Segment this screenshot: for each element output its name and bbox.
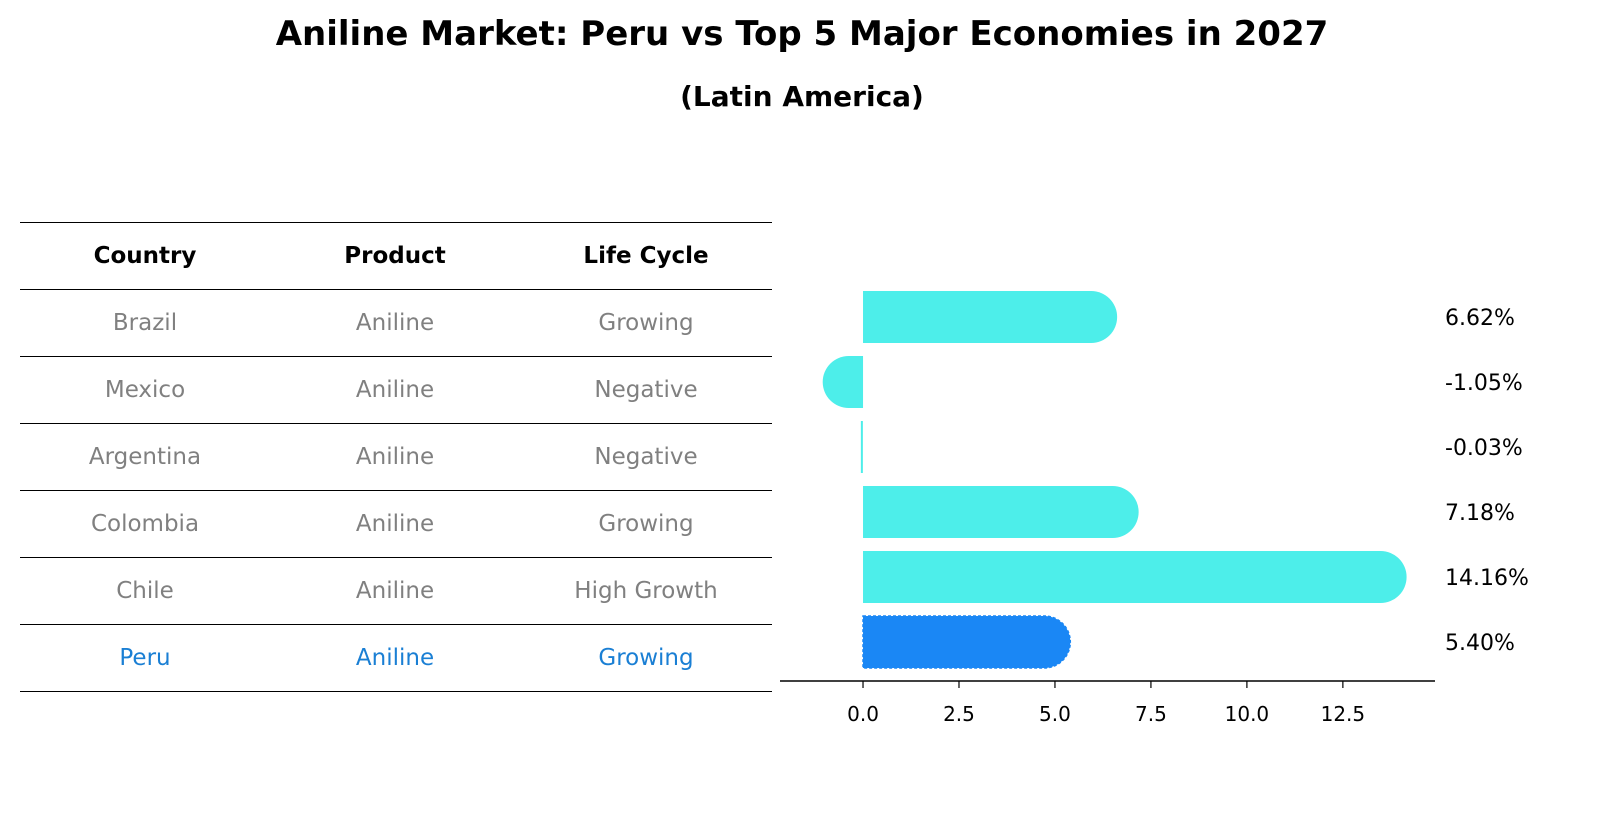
table-row: Chile Aniline High Growth [20, 557, 772, 624]
x-tick-label: 7.5 [1135, 702, 1167, 726]
data-label: 6.62% [1445, 306, 1515, 331]
product-cell: Aniline [355, 310, 435, 336]
x-tick-label: 2.5 [943, 702, 975, 726]
life-cycle-cell: Negative [594, 444, 698, 470]
header-life-cycle: Life Cycle [583, 243, 709, 269]
bar-peru [862, 615, 1072, 669]
product-cell: Aniline [355, 645, 435, 671]
product-cell: Aniline [355, 444, 435, 470]
life-cycle-cell: High Growth [574, 578, 718, 604]
data-label: 5.40% [1445, 631, 1515, 656]
life-cycle-cell: Growing [598, 645, 694, 671]
country-cell: Peru [119, 645, 171, 671]
country-cell: Brazil [112, 310, 178, 336]
country-cell: Chile [116, 578, 174, 604]
x-tick-label: 10.0 [1225, 702, 1270, 726]
data-label: 7.18% [1445, 501, 1515, 526]
bar-brazil [863, 291, 1118, 343]
header-product: Product [344, 243, 446, 269]
data-table: Country Product Life Cycle Brazil Anilin… [20, 222, 772, 692]
bar-chile [863, 551, 1407, 603]
product-cell: Aniline [355, 578, 435, 604]
chart-subtitle: (Latin America) [680, 80, 924, 113]
table-row-highlight: Peru Aniline Growing [20, 624, 772, 692]
bar-chart: 6.62% -1.05% -0.03% 7.18% 14.16% 5.40% 0.0 2.5 5… [780, 291, 1529, 726]
country-cell: Colombia [90, 511, 200, 537]
header-country: Country [93, 243, 197, 269]
data-label: 14.16% [1445, 566, 1529, 591]
data-label: -0.03% [1445, 436, 1523, 461]
x-tick-label: 12.5 [1321, 702, 1366, 726]
x-tick-label: 0.0 [847, 702, 879, 726]
table-row: Brazil Aniline Growing [20, 289, 772, 356]
country-cell: Argentina [88, 444, 202, 470]
table-row: Argentina Aniline Negative [20, 423, 772, 490]
bar-colombia [863, 486, 1139, 538]
chart-title: Aniline Market: Peru vs Top 5 Major Econ… [275, 14, 1329, 54]
product-cell: Aniline [355, 511, 435, 537]
table-row: Mexico Aniline Negative [20, 356, 772, 423]
life-cycle-cell: Growing [598, 310, 694, 336]
table-row: Colombia Aniline Growing [20, 490, 772, 557]
bar-argentina [860, 421, 863, 473]
country-cell: Mexico [104, 377, 186, 403]
x-tick-label: 5.0 [1039, 702, 1071, 726]
product-cell: Aniline [355, 377, 435, 403]
life-cycle-cell: Negative [594, 377, 698, 403]
bar-mexico [822, 356, 864, 408]
life-cycle-cell: Growing [598, 511, 694, 537]
data-label: -1.05% [1445, 371, 1523, 396]
table-header-row: Country Product Life Cycle [20, 222, 772, 289]
